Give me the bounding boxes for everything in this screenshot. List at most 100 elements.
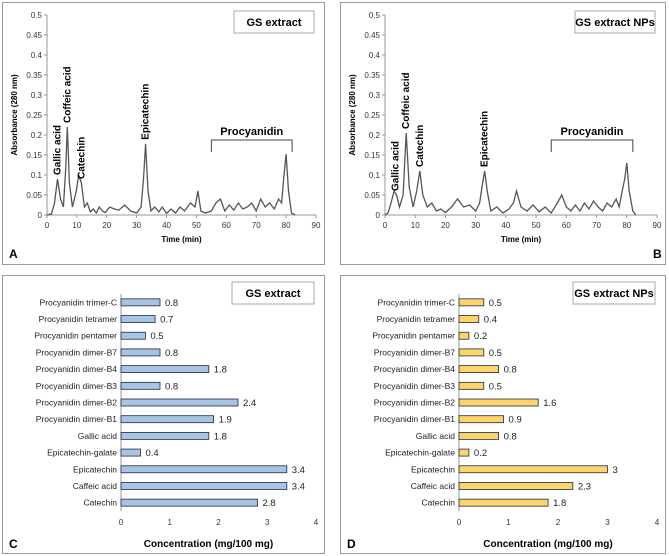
y-tick-label: 0.45 <box>364 31 380 40</box>
category-label: Procyanidin dimer-B3 <box>374 381 456 391</box>
bar <box>120 498 258 507</box>
data-label: 2.8 <box>263 498 276 509</box>
y-tick-label: 0.15 <box>364 151 380 160</box>
x-tick-label: 3 <box>605 518 610 527</box>
category-label: Procyanidin dimer-B7 <box>374 347 456 357</box>
x-tick-label: 10 <box>411 221 420 230</box>
category-label: Procyanidin dimer-B3 <box>36 381 118 391</box>
y-tick-label: 0.25 <box>26 111 42 120</box>
category-label: Caffeic acid <box>411 481 456 491</box>
x-tick-label: 4 <box>655 518 660 527</box>
category-label: Gallic acid <box>78 431 117 441</box>
x-tick-label: 30 <box>132 221 141 230</box>
x-tick-label: 0 <box>457 518 462 527</box>
y-tick-label: 0.35 <box>364 71 380 80</box>
bar <box>458 415 504 424</box>
category-label: Procyanidin trimer-C <box>40 297 117 307</box>
bar <box>120 431 210 440</box>
data-label: 0.5 <box>489 348 502 359</box>
peak-annotation: Coffeic acid <box>62 66 73 123</box>
panel-letter: C <box>9 537 18 551</box>
bar <box>458 381 485 390</box>
peak-annotation: Procyanidin <box>561 126 624 138</box>
bar <box>458 448 470 457</box>
category-label: Procyanidin trimer-C <box>378 297 455 307</box>
panel-letter: D <box>347 537 356 551</box>
x-tick-label: 3 <box>265 518 270 527</box>
data-label: 0.5 <box>150 331 163 342</box>
chromatogram-trace <box>384 132 637 216</box>
y-tick-label: 0.1 <box>369 171 381 180</box>
peak-annotation: Coffeic acid <box>401 72 412 129</box>
bar-chart-gs-extract-nps-panel: GS extract NPs Procyanidin trimer-C 0.5 Pro… <box>340 275 666 554</box>
y-tick-label: 0.5 <box>369 11 381 20</box>
x-axis-label: Concentration (mg/100 mg) <box>144 539 273 550</box>
y-tick-label: 0 <box>38 211 43 220</box>
y-tick-label: 0.1 <box>31 171 43 180</box>
x-tick-label: 20 <box>441 221 450 230</box>
peak-annotation: Epicatechin <box>141 84 152 140</box>
chart-svg: GS extract NPs Procyanidin trimer-C 0.5 Pro… <box>347 281 660 551</box>
x-tick-label: 0 <box>119 518 124 527</box>
category-label: Procyanidin tetramer <box>39 314 118 324</box>
chart-title: GS extract NPs <box>575 17 654 29</box>
x-tick-label: 10 <box>72 221 81 230</box>
chart-title: GS extract NPs <box>574 288 653 300</box>
title-box <box>574 10 656 34</box>
x-tick-label: 70 <box>592 221 601 230</box>
x-tick-label: 50 <box>192 221 201 230</box>
chromatogram-gs-extract-panel: GS extract 0 0.05 0.1 0.15 0.2 0.25 0.3 0.35 0.4 0… <box>2 2 325 265</box>
x-tick-label: 0 <box>383 221 388 230</box>
x-tick-label: 2 <box>216 518 221 527</box>
data-label: 0.5 <box>489 381 502 392</box>
bar <box>120 415 214 424</box>
y-tick-label: 0 <box>376 211 381 220</box>
category-label: Procyanidin dimer-B4 <box>374 364 456 374</box>
data-label: 1.6 <box>543 398 556 409</box>
x-tick-label: 4 <box>314 518 319 527</box>
y-tick-label: 0.05 <box>26 191 42 200</box>
x-tick-label: 70 <box>252 221 261 230</box>
category-label: Procyanidin pentamer <box>34 331 117 341</box>
category-label: Epicatechin <box>73 464 117 474</box>
bar <box>120 298 161 307</box>
bar <box>120 465 288 474</box>
x-tick-label: 40 <box>501 221 510 230</box>
category-label: Epicatechin <box>411 464 455 474</box>
chart-svg: GS extract NPs 0 0.05 0.1 0.15 0.2 0.25 0.3 0.35… <box>348 10 662 261</box>
peak-annotation: Catechin <box>76 137 87 179</box>
y-tick-label: 0.15 <box>26 151 42 160</box>
y-tick-label: 0.3 <box>31 91 43 100</box>
x-tick-label: 1 <box>168 518 173 527</box>
bar <box>120 348 161 357</box>
bar <box>458 365 499 374</box>
title-box <box>233 10 315 34</box>
chart-svg: GS extract 0 0.05 0.1 0.15 0.2 0.25 0.3 0.35 0.4 0… <box>9 10 321 261</box>
y-tick-label: 0.35 <box>26 71 42 80</box>
bar <box>120 482 288 490</box>
procyanidin-bracket <box>210 139 293 152</box>
bar <box>458 431 499 440</box>
x-tick-label: 30 <box>471 221 480 230</box>
data-label: 2.3 <box>578 481 591 492</box>
panel-letter: A <box>9 247 18 261</box>
chromatogram-trace <box>46 126 296 216</box>
x-tick-label: 80 <box>622 221 631 230</box>
y-tick-label: 0.4 <box>369 51 381 60</box>
data-label: 0.4 <box>146 448 159 459</box>
bar <box>458 298 485 307</box>
x-tick-label: 0 <box>45 221 50 230</box>
category-label: Catechin <box>83 498 117 508</box>
category-label: Gallic acid <box>416 431 455 441</box>
bar <box>458 348 485 357</box>
chart-svg: GS extract Procyanidin trimer-C 0.8 Procyan… <box>9 281 319 551</box>
data-label: 0.4 <box>484 315 497 326</box>
y-tick-label: 0.45 <box>26 31 42 40</box>
category-label: Procyanidin pentamer <box>372 331 455 341</box>
data-label: 0.8 <box>504 431 517 442</box>
data-label: 0.8 <box>165 348 178 359</box>
data-label: 0.8 <box>165 381 178 392</box>
data-label: 0.2 <box>474 331 487 342</box>
data-label: 0.7 <box>160 315 173 326</box>
y-tick-label: 0.5 <box>31 11 43 20</box>
